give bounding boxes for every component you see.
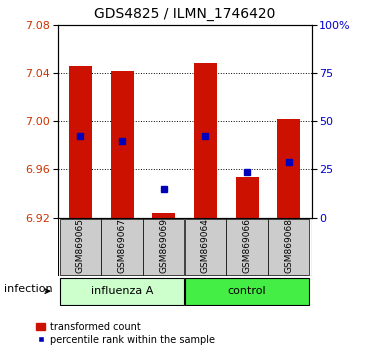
Text: GSM869064: GSM869064: [201, 218, 210, 273]
Bar: [60, 219, 101, 275]
Bar: [101, 219, 143, 275]
Title: GDS4825 / ILMN_1746420: GDS4825 / ILMN_1746420: [94, 7, 275, 21]
Bar: [268, 219, 309, 275]
Bar: [277, 119, 300, 218]
Bar: [111, 70, 134, 218]
Legend: transformed count, percentile rank within the sample: transformed count, percentile rank withi…: [35, 320, 217, 347]
Bar: [226, 219, 268, 275]
Text: infection: infection: [4, 284, 52, 295]
Text: GSM869068: GSM869068: [284, 218, 293, 273]
Bar: [69, 66, 92, 218]
Bar: [152, 213, 175, 218]
Text: control: control: [228, 286, 266, 296]
Bar: [194, 63, 217, 218]
Text: GSM869066: GSM869066: [243, 218, 252, 273]
Bar: [185, 219, 226, 275]
Text: GSM869067: GSM869067: [118, 218, 127, 273]
Bar: [185, 278, 309, 305]
Bar: [143, 219, 184, 275]
Bar: [236, 177, 259, 218]
Text: GSM869069: GSM869069: [159, 218, 168, 273]
Bar: [60, 278, 184, 305]
Text: influenza A: influenza A: [91, 286, 153, 296]
Text: GSM869065: GSM869065: [76, 218, 85, 273]
